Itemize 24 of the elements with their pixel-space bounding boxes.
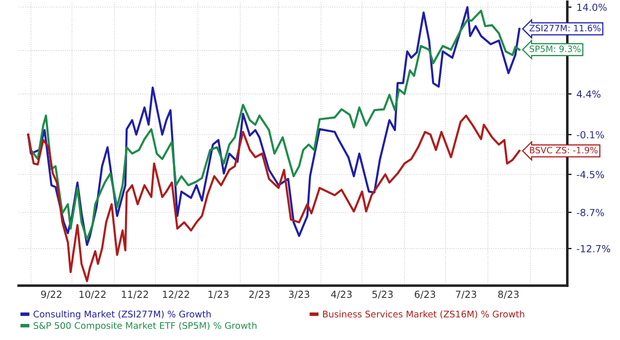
x-tick-label: 7/23 [456,290,476,299]
y-tick-label: 4.4% [576,90,600,98]
annotation: BSVC ZS: -1.9% [530,146,598,154]
legend-label: Consulting Market (ZSI277M) % Growth [34,310,211,320]
x-tick-label: 4/23 [331,290,352,299]
y-tick-label: -8.7% [576,208,604,216]
legend-label: S&P 500 Composite Market ETF (SP5M) % Growth [34,322,256,331]
x-tick-label: 2/23 [249,290,270,299]
x-tick-label: 1/23 [208,290,229,299]
x-tick-label: 6/23 [414,290,436,299]
x-tick-label: 3/23 [288,290,310,299]
annotation: SP5M: 9.3% [530,46,581,52]
y-tick-label: -12.7% [576,245,610,252]
x-tick-label: 11/22 [122,290,148,299]
y-tick-label: -4.5% [576,170,604,178]
annotation: ZSI277M: 11.6% [530,24,601,32]
x-tick-label: 9/22 [41,290,62,299]
y-tick-label: -0.1% [576,131,604,138]
x-tick-label: 12/22 [163,290,189,299]
x-tick-label: 5/23 [372,290,393,299]
legend-label: Business Services Market (ZS16M) % Growth [323,310,524,319]
x-tick-label: 8/23 [498,290,519,299]
x-tick-label: 10/22 [80,290,106,299]
y-tick-label: 14.0% [577,4,607,11]
